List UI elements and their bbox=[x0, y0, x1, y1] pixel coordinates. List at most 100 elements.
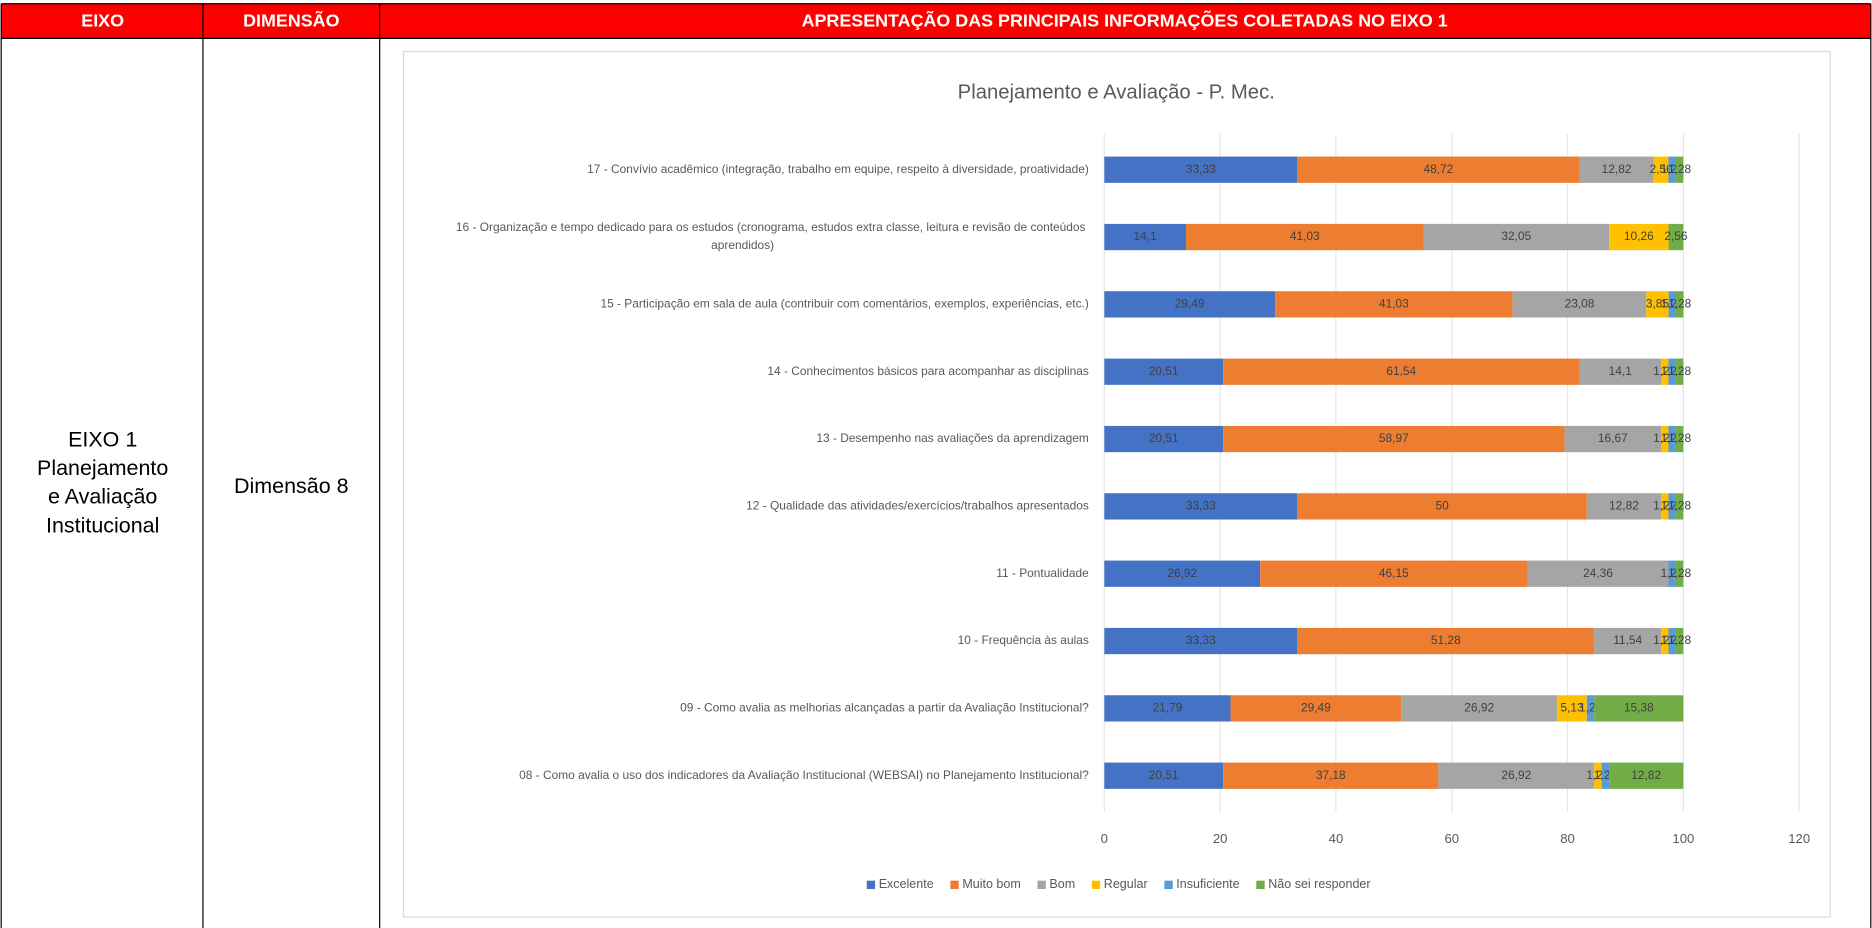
x-tick-label: 0 bbox=[1101, 831, 1108, 846]
category-label: 12 - Qualidade das atividades/exercícios… bbox=[746, 499, 1089, 513]
bar-segment bbox=[1586, 493, 1662, 520]
table-borders bbox=[0, 3, 1872, 928]
bar-segment bbox=[1646, 291, 1669, 318]
data-label: 33,33 bbox=[1186, 499, 1216, 513]
category-label: 17 - Convívio acadêmico (integração, tra… bbox=[587, 162, 1089, 176]
bar-segment bbox=[1661, 358, 1669, 385]
legend-item: Não sei responder bbox=[1256, 877, 1371, 891]
bar-segment bbox=[1609, 762, 1684, 789]
data-label: 1,28 bbox=[1668, 364, 1692, 378]
data-label: 15,38 bbox=[1624, 701, 1654, 715]
data-label: 33,33 bbox=[1186, 162, 1216, 176]
eixo-cell-line: e Avaliação bbox=[48, 485, 157, 509]
legend-swatch bbox=[866, 880, 876, 890]
bar-segment bbox=[1675, 358, 1684, 385]
x-tick-label: 60 bbox=[1444, 831, 1459, 846]
data-label: 50 bbox=[1435, 499, 1449, 513]
legend-label: Não sei responder bbox=[1268, 877, 1370, 891]
data-label: 10,26 bbox=[1624, 229, 1654, 243]
bar-segment bbox=[1594, 762, 1602, 789]
data-label: 29,49 bbox=[1301, 701, 1331, 715]
legend-swatch bbox=[1037, 880, 1046, 890]
bar-segment bbox=[1594, 695, 1684, 722]
category-label: 15 - Participação em sala de aula (contr… bbox=[600, 297, 1088, 311]
bar-segment bbox=[1104, 223, 1186, 251]
bar-segment bbox=[1223, 762, 1439, 789]
data-label: 20,51 bbox=[1149, 364, 1179, 378]
data-label: 5,13 bbox=[1560, 701, 1584, 715]
bar-segment bbox=[1104, 560, 1261, 587]
data-label: 20,51 bbox=[1149, 431, 1179, 445]
bar-segment bbox=[1594, 627, 1662, 655]
legend-item: Insuficiente bbox=[1164, 877, 1240, 891]
category-label: 10 - Frequência às aulas bbox=[958, 633, 1089, 647]
bar-segment bbox=[1230, 695, 1402, 722]
bar-segment bbox=[1653, 156, 1669, 183]
legend-item: Muito bom bbox=[950, 877, 1021, 891]
data-label: 48,72 bbox=[1423, 162, 1453, 176]
data-label: 1,28 bbox=[1668, 431, 1692, 445]
legend-item: Excelente bbox=[866, 877, 934, 891]
bar-segment bbox=[1668, 291, 1677, 318]
data-label: 46,15 bbox=[1379, 566, 1409, 580]
data-label: 29,49 bbox=[1175, 297, 1205, 311]
category-label: 13 - Desempenho nas avaliações da aprend… bbox=[816, 431, 1088, 445]
bar-segment bbox=[1275, 291, 1513, 318]
header-cell: EIXO bbox=[81, 10, 124, 30]
legend-label: Muito bom bbox=[962, 877, 1020, 891]
data-label: 61,54 bbox=[1386, 364, 1416, 378]
bar-segment bbox=[1512, 291, 1647, 318]
bar-segment bbox=[1675, 627, 1684, 655]
header-cell: APRESENTAÇÃO DAS PRINCIPAIS INFORMAÇÕES … bbox=[802, 9, 1448, 30]
bar-segment bbox=[1668, 358, 1676, 385]
x-tick-label: 80 bbox=[1560, 831, 1575, 846]
bar-segment bbox=[1104, 425, 1224, 453]
category-label: 16 - Organização e tempo dedicado para o… bbox=[456, 220, 1089, 252]
legend-label: Bom bbox=[1049, 877, 1075, 891]
bar-segment bbox=[1104, 156, 1298, 183]
x-tick-label: 20 bbox=[1213, 831, 1228, 846]
data-label: 41,03 bbox=[1379, 297, 1409, 311]
category-label: 08 - Como avalia o uso dos indicadores d… bbox=[519, 768, 1089, 782]
data-label: 24,36 bbox=[1583, 566, 1613, 580]
eixo-cell-line: EIXO 1 bbox=[68, 427, 137, 451]
bar-segment bbox=[1297, 627, 1595, 655]
bar-segment bbox=[1675, 156, 1684, 183]
data-label: 58,97 bbox=[1379, 431, 1409, 445]
bar-segment bbox=[1564, 425, 1662, 453]
legend-swatch bbox=[1164, 880, 1173, 890]
data-label: 12,82 bbox=[1609, 499, 1639, 513]
bar-segment bbox=[1668, 493, 1676, 520]
data-label: 14,1 bbox=[1609, 364, 1633, 378]
eixo-cell-line: Institucional bbox=[46, 513, 159, 537]
data-label: 26,92 bbox=[1501, 768, 1531, 782]
data-label: 1,28 bbox=[1668, 566, 1692, 580]
data-label: 23,08 bbox=[1565, 297, 1595, 311]
bar-segment bbox=[1527, 560, 1669, 587]
bar-segment bbox=[1104, 762, 1224, 789]
data-label: 1,28 bbox=[1668, 499, 1692, 513]
bar-segment bbox=[1423, 223, 1610, 251]
bar-segment bbox=[1223, 425, 1565, 453]
data-label: 1,28 bbox=[1668, 162, 1692, 176]
legend-swatch bbox=[1256, 880, 1265, 890]
data-label: 37,18 bbox=[1316, 768, 1346, 782]
data-label: 1,28 bbox=[1668, 297, 1692, 311]
x-tick-label: 40 bbox=[1329, 831, 1344, 846]
bar-segment bbox=[1579, 358, 1662, 385]
data-label: 2,56 bbox=[1664, 229, 1688, 243]
bar-segment bbox=[1104, 358, 1224, 385]
data-label: 32,05 bbox=[1501, 229, 1531, 243]
legend-label: Insuficiente bbox=[1176, 877, 1239, 891]
data-label: 14,1 bbox=[1134, 229, 1158, 243]
bar-segment bbox=[1668, 156, 1676, 183]
data-label: 11,54 bbox=[1613, 633, 1642, 647]
bar-segment bbox=[1668, 223, 1684, 251]
data-label: 12,82 bbox=[1602, 162, 1632, 176]
bar-segment bbox=[1661, 627, 1669, 655]
eixo-cell-line: Planejamento bbox=[37, 456, 168, 480]
bar-segment bbox=[1104, 627, 1298, 655]
data-label: 20,51 bbox=[1149, 768, 1179, 782]
bar-segment bbox=[1104, 291, 1276, 318]
